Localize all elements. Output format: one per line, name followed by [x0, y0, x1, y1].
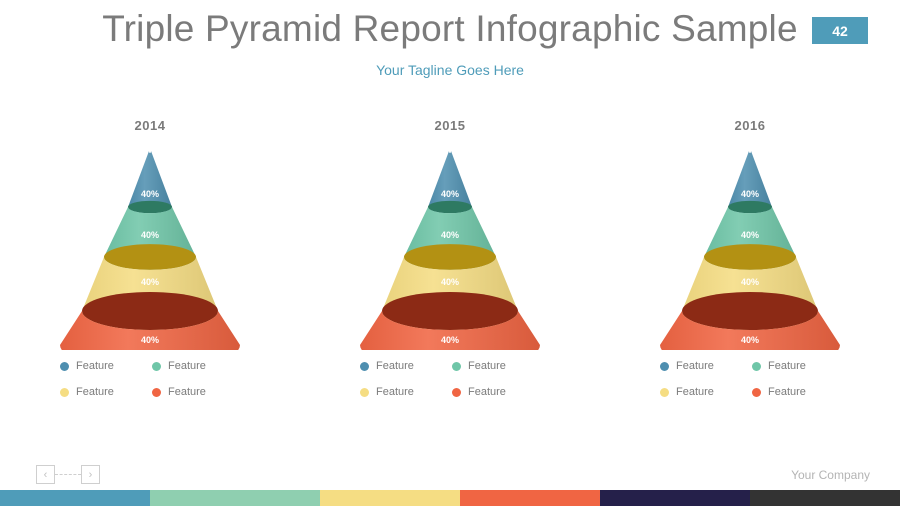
pyramid-column-2016: 2016 40% 40% 40% 40% Feature Feature Feature Fea… [600, 118, 900, 398]
color-band-0 [0, 490, 150, 506]
legend-dot-icon [360, 387, 369, 397]
pyramid-chart: 40% 40% 40% 40% [660, 145, 840, 350]
legend-item[interactable]: Feature [752, 360, 840, 372]
legend-label: Feature [376, 360, 414, 372]
prev-slide-button[interactable]: ‹ [36, 465, 55, 484]
color-band-3 [460, 490, 600, 506]
year-label: 2016 [734, 118, 766, 133]
tagline: Your Tagline Goes Here [376, 62, 524, 78]
legend-dot-icon [752, 361, 761, 371]
slide-navigation[interactable]: ‹ › [36, 465, 100, 484]
legend-dot-icon [152, 361, 161, 371]
pyramid-layer [660, 311, 840, 350]
legend-dot-icon [452, 361, 461, 371]
legend-label: Feature [76, 360, 114, 372]
legend-dot-icon [452, 387, 461, 397]
pyramid-columns: 2014 40% 40% 40% 40% Feature Feature Feature Fea… [0, 118, 900, 398]
legend-item[interactable]: Feature [360, 360, 448, 372]
next-slide-button[interactable]: › [81, 465, 100, 484]
legend-item[interactable]: Feature [360, 386, 448, 398]
color-band-4 [600, 490, 750, 506]
year-label: 2015 [434, 118, 466, 133]
legend-label: Feature [676, 360, 714, 372]
pyramid-legend: Feature Feature Feature Feature [360, 360, 540, 398]
legend-item[interactable]: Feature [660, 360, 748, 372]
pyramid-column-2014: 2014 40% 40% 40% 40% Feature Feature Feature Fea… [0, 118, 300, 398]
pyramid-column-2015: 2015 40% 40% 40% 40% Feature Feature Feature Fea… [300, 118, 600, 398]
legend-label: Feature [768, 386, 806, 398]
page-title: Triple Pyramid Report Infographic Sample [102, 8, 798, 49]
legend-dot-icon [60, 387, 69, 397]
legend-label: Feature [376, 386, 414, 398]
legend-dot-icon [152, 387, 161, 397]
legend-label: Feature [676, 386, 714, 398]
legend-label: Feature [76, 386, 114, 398]
legend-label: Feature [768, 360, 806, 372]
year-label: 2014 [134, 118, 166, 133]
pyramid-layer [60, 311, 240, 350]
legend-label: Feature [168, 386, 206, 398]
legend-label: Feature [468, 360, 506, 372]
legend-item[interactable]: Feature [60, 360, 148, 372]
color-band-5 [750, 490, 900, 506]
pyramid-layer [128, 151, 172, 214]
color-band-2 [320, 490, 460, 506]
pyramid-layer [360, 311, 540, 350]
legend-dot-icon [360, 361, 369, 371]
footer-color-bands [0, 490, 900, 506]
page-number-badge: 42 [812, 17, 868, 44]
company-label: Your Company [791, 468, 870, 482]
pyramid-chart: 40% 40% 40% 40% [360, 145, 540, 350]
pyramid-layer [728, 151, 772, 214]
legend-item[interactable]: Feature [60, 386, 148, 398]
color-band-1 [150, 490, 320, 506]
pyramid-chart: 40% 40% 40% 40% [60, 145, 240, 350]
pyramid-legend: Feature Feature Feature Feature [60, 360, 240, 398]
pyramid-layer [428, 151, 472, 214]
pyramid-legend: Feature Feature Feature Feature [660, 360, 840, 398]
legend-dot-icon [60, 361, 69, 371]
legend-item[interactable]: Feature [152, 386, 240, 398]
legend-dot-icon [752, 387, 761, 397]
legend-item[interactable]: Feature [152, 360, 240, 372]
legend-item[interactable]: Feature [752, 386, 840, 398]
legend-item[interactable]: Feature [452, 360, 540, 372]
nav-connector [55, 474, 81, 475]
legend-dot-icon [660, 361, 669, 371]
legend-item[interactable]: Feature [452, 386, 540, 398]
legend-item[interactable]: Feature [660, 386, 748, 398]
legend-dot-icon [660, 387, 669, 397]
page-number-text: 42 [832, 22, 848, 39]
legend-label: Feature [468, 386, 506, 398]
legend-label: Feature [168, 360, 206, 372]
